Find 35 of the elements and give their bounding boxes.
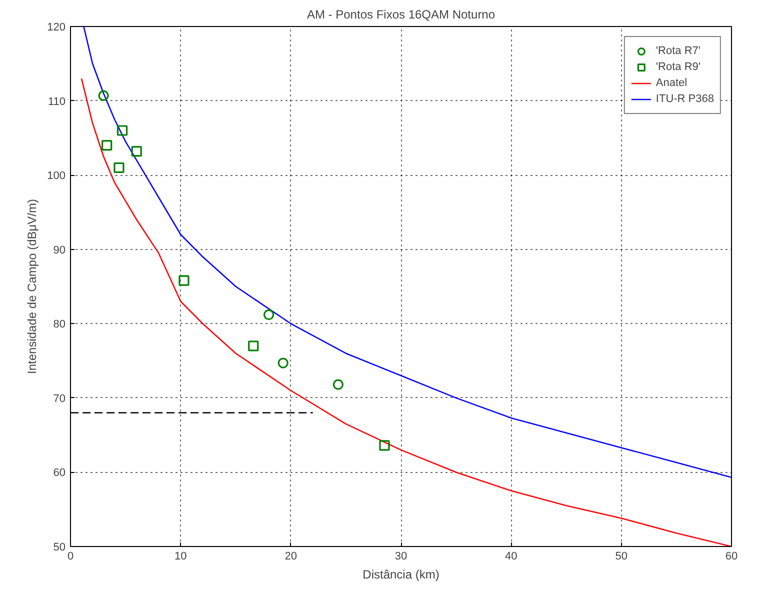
point [102,140,112,151]
legend-label: Anatel [656,76,688,91]
line-series [80,78,732,546]
x-tick-label: 20 [284,550,297,562]
y-tick-label: 80 [53,318,66,331]
point [131,146,142,157]
x-tick-label: 40 [505,550,518,562]
y-tick-label: 90 [53,244,66,256]
point [178,275,190,286]
x-tick-label: 60 [725,550,738,562]
legend-label: 'Rota R9' [656,60,700,75]
y-tick-label: 100 [47,170,66,182]
point [278,358,288,368]
y-tick-label: 70 [53,392,66,405]
legend-label: ITU-R P368 [656,92,714,107]
x-tick-label: 50 [615,550,628,562]
point [98,90,109,101]
point [264,309,274,320]
point [248,340,259,352]
chart-title: AM - Pontos Fixos 16QAM Noturno [306,8,496,22]
y-tick-label: 120 [47,22,66,34]
point [114,162,124,173]
y-tick-label: 50 [53,542,66,554]
x-tick-label: 30 [394,550,408,562]
y-tick-label: 60 [53,467,66,480]
point [379,440,390,451]
line-series [83,26,732,478]
point [332,379,344,390]
x-tick-label: 0 [67,550,74,562]
y-axis-title: Intensidade de Campo (dBμV/m) [25,198,40,374]
legend-label: 'Rota R7' [656,44,700,59]
x-axis-title: Distância (km) [362,568,440,582]
y-tick-label: 110 [48,96,66,108]
point [116,125,128,136]
x-tick-label: 10 [174,550,187,562]
